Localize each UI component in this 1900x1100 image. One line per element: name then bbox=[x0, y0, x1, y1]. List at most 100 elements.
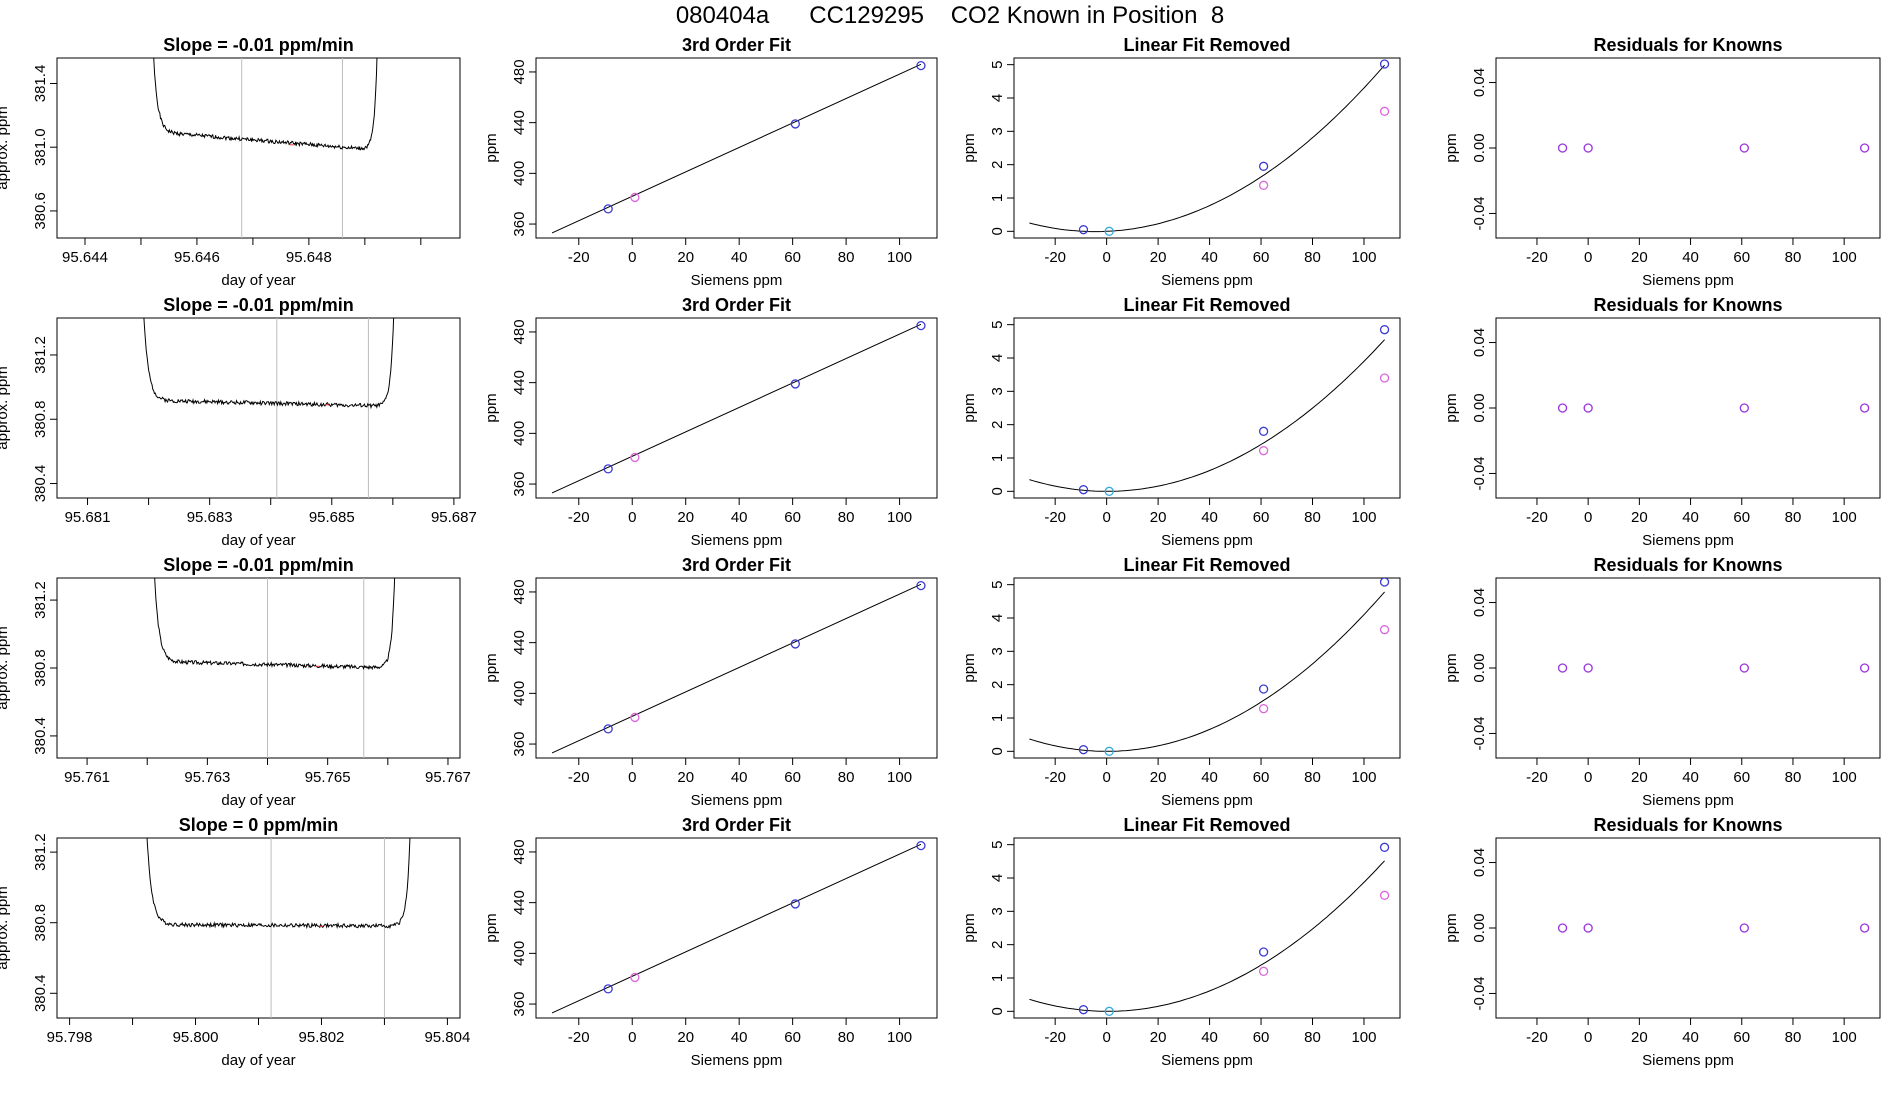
plot-frame bbox=[1495, 577, 1881, 759]
y-axis-label: approx. ppm bbox=[0, 106, 11, 189]
x-tick-label: 20 bbox=[1150, 509, 1167, 526]
y-tick-label: 0 bbox=[989, 747, 1006, 755]
x-tick-label: 40 bbox=[1682, 769, 1699, 786]
y-tick-label: -0.04 bbox=[1471, 196, 1488, 230]
x-axis-label: Siemens ppm bbox=[691, 272, 783, 289]
x-tick-label: 20 bbox=[677, 249, 694, 266]
x-tick-label: 95.763 bbox=[184, 769, 230, 786]
y-tick-label: 0.04 bbox=[1471, 848, 1488, 877]
x-axis-label: Siemens ppm bbox=[1642, 532, 1734, 549]
y-tick-label: -0.04 bbox=[1471, 456, 1488, 490]
chart-title: Residuals for Knowns bbox=[1593, 815, 1782, 835]
y-axis-label: ppm bbox=[1443, 913, 1460, 942]
y-tick-label: 440 bbox=[511, 890, 528, 915]
data-point bbox=[630, 192, 640, 203]
chart-title: Residuals for Knowns bbox=[1593, 555, 1782, 575]
data-point bbox=[790, 899, 800, 909]
fit-curve bbox=[1029, 860, 1385, 1012]
y-tick-label: 5 bbox=[989, 840, 1006, 848]
y-tick-label: 360 bbox=[511, 472, 528, 497]
data-point bbox=[603, 724, 613, 734]
ppm-trace bbox=[146, 838, 411, 930]
x-tick-label: 95.681 bbox=[65, 509, 111, 526]
data-point bbox=[790, 379, 800, 389]
x-tick-label: 40 bbox=[1201, 769, 1218, 786]
x-tick-label: -20 bbox=[1044, 249, 1066, 266]
plot-frame bbox=[56, 577, 461, 759]
x-tick-label: 95.767 bbox=[425, 769, 471, 786]
data-point bbox=[1078, 1005, 1089, 1015]
x-tick-label: 80 bbox=[1785, 249, 1802, 266]
y-axis-label: ppm bbox=[1443, 133, 1460, 162]
x-tick-label: 80 bbox=[1304, 769, 1321, 786]
plot-frame bbox=[1013, 57, 1401, 239]
plot-area bbox=[1029, 59, 1390, 236]
x-tick-label: 20 bbox=[677, 769, 694, 786]
y-tick-label: 5 bbox=[989, 60, 1006, 68]
data-point bbox=[603, 464, 613, 474]
y-tick-label: 2 bbox=[989, 940, 1006, 948]
y-axis-label: ppm bbox=[961, 913, 978, 942]
x-tick-label: 95.804 bbox=[424, 1029, 470, 1046]
x-tick-label: 0 bbox=[1102, 1029, 1110, 1046]
plot-frame bbox=[1495, 57, 1881, 239]
y-tick-label: 400 bbox=[511, 941, 528, 966]
y-tick-label: 380.8 bbox=[32, 400, 49, 438]
data-point bbox=[1859, 663, 1870, 673]
y-tick-label: 2 bbox=[989, 680, 1006, 688]
x-tick-label: 60 bbox=[784, 249, 801, 266]
data-point bbox=[1583, 143, 1593, 153]
data-point bbox=[1379, 625, 1390, 635]
x-axis-label: Siemens ppm bbox=[691, 532, 783, 549]
x-tick-label: 100 bbox=[1351, 1029, 1376, 1046]
fit-line bbox=[551, 323, 922, 494]
x-tick-label: 40 bbox=[1682, 509, 1699, 526]
x-tick-label: 60 bbox=[1253, 769, 1270, 786]
x-tick-label: 20 bbox=[1150, 769, 1167, 786]
plot-area bbox=[143, 318, 395, 498]
x-tick-label: 95.683 bbox=[187, 509, 233, 526]
data-point bbox=[1379, 890, 1390, 900]
x-tick-label: 40 bbox=[731, 769, 748, 786]
data-point bbox=[1258, 446, 1269, 456]
plot-area bbox=[1557, 143, 1870, 153]
x-tick-label: 100 bbox=[1832, 769, 1857, 786]
data-point bbox=[1258, 426, 1269, 436]
fit-line bbox=[551, 583, 922, 754]
x-tick-label: 95.802 bbox=[299, 1029, 345, 1046]
x-tick-label: 20 bbox=[1631, 509, 1648, 526]
data-point bbox=[916, 840, 926, 851]
plot-frame bbox=[535, 57, 938, 239]
x-tick-label: 40 bbox=[731, 509, 748, 526]
chart-title: Linear Fit Removed bbox=[1123, 35, 1290, 55]
x-axis-label: Siemens ppm bbox=[1642, 1052, 1734, 1069]
x-tick-label: 20 bbox=[677, 1029, 694, 1046]
y-tick-label: -0.04 bbox=[1471, 976, 1488, 1010]
y-tick-label: -0.04 bbox=[1471, 716, 1488, 750]
x-axis-label: Siemens ppm bbox=[1161, 532, 1253, 549]
y-tick-label: 360 bbox=[511, 732, 528, 757]
x-tick-label: -20 bbox=[1526, 1029, 1548, 1046]
fit-curve bbox=[1029, 64, 1385, 233]
x-tick-label: 80 bbox=[838, 249, 855, 266]
x-axis-label: Siemens ppm bbox=[1642, 792, 1734, 809]
chart-panel-r3c3: Residuals for Knowns Siemens ppm ppm -20 0 20… bbox=[1443, 815, 1881, 1069]
data-point bbox=[1739, 143, 1749, 153]
x-tick-label: 95.798 bbox=[47, 1029, 93, 1046]
x-tick-label: 0 bbox=[628, 249, 636, 266]
plot-area bbox=[551, 60, 926, 234]
y-tick-label: 4 bbox=[989, 94, 1006, 102]
x-tick-label: 95.646 bbox=[174, 249, 220, 266]
y-tick-label: 380.8 bbox=[32, 904, 49, 942]
fit-line bbox=[551, 843, 922, 1014]
chart-title: Slope = -0.01 ppm/min bbox=[163, 555, 354, 575]
x-tick-label: 60 bbox=[1733, 1029, 1750, 1046]
plot-frame bbox=[56, 57, 461, 239]
x-tick-label: 20 bbox=[1150, 249, 1167, 266]
data-point bbox=[1104, 1006, 1114, 1016]
y-tick-label: 381.0 bbox=[32, 128, 49, 166]
y-tick-label: 5 bbox=[989, 320, 1006, 328]
data-point bbox=[1258, 180, 1269, 190]
x-tick-label: 60 bbox=[1733, 249, 1750, 266]
